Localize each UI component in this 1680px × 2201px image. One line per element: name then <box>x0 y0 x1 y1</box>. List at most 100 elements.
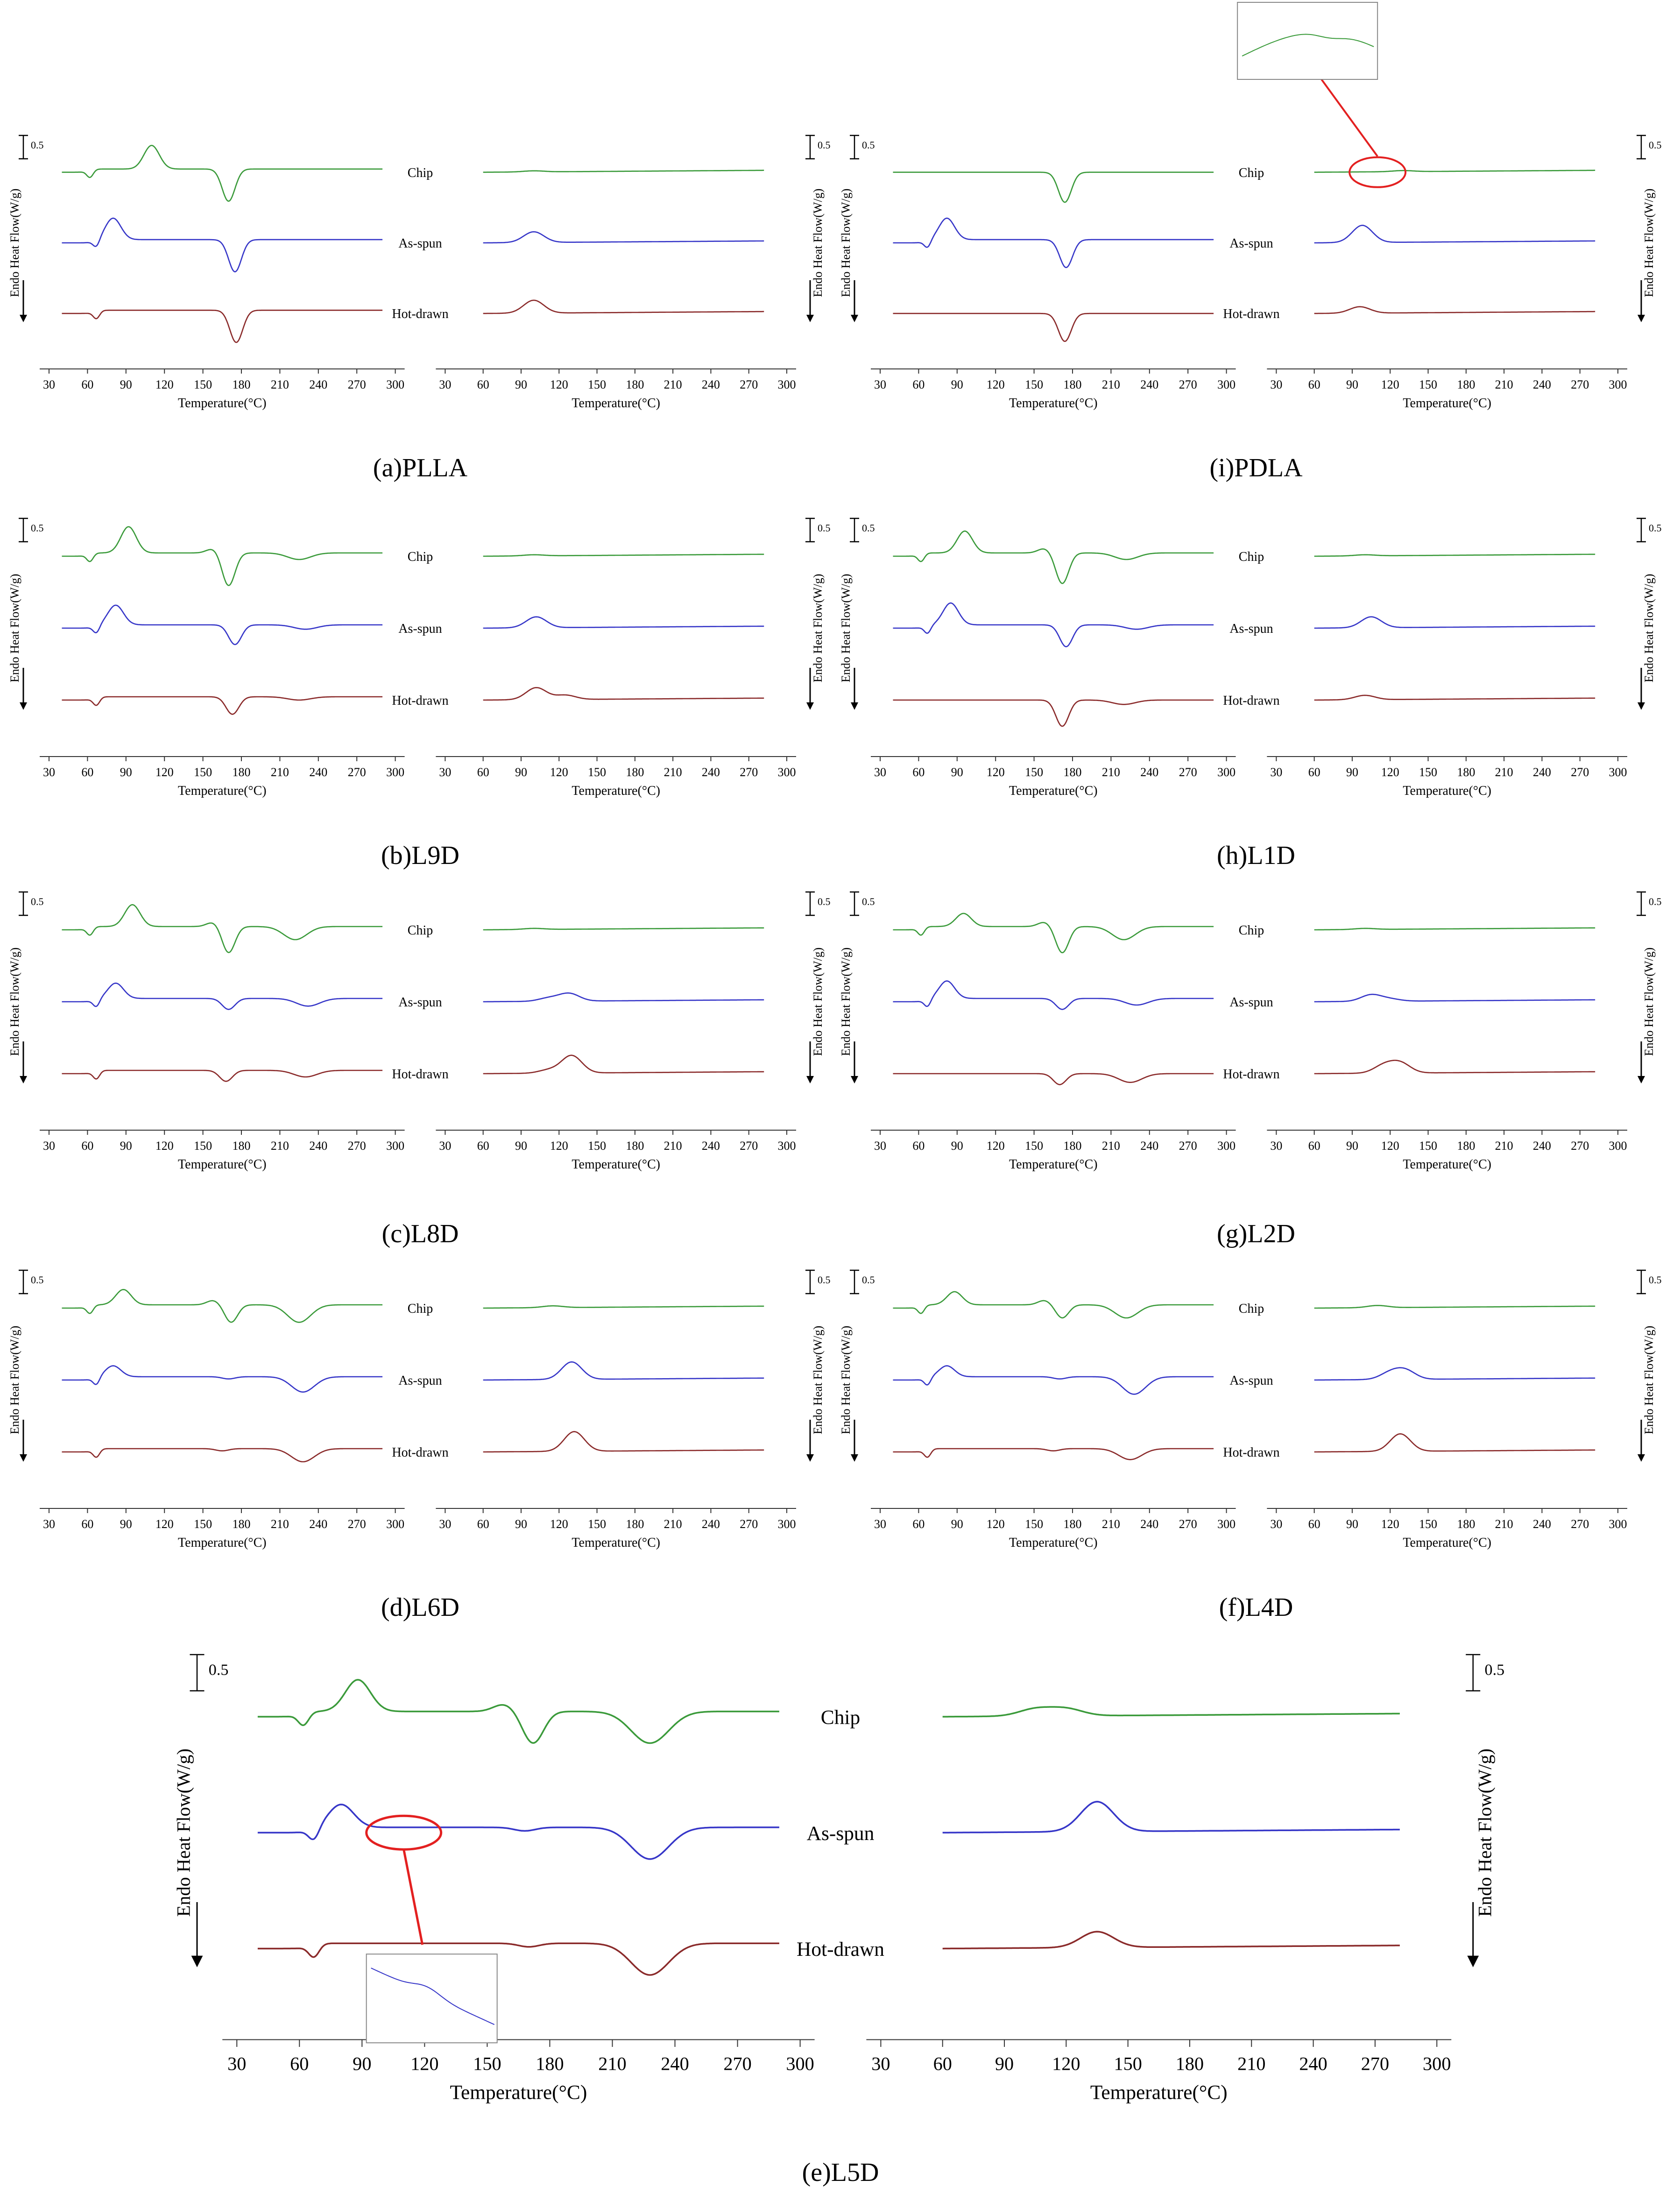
tick-label: 210 <box>664 378 682 391</box>
y-axis-label-left: Endo Heat Flow(W/g) <box>8 574 21 683</box>
panel-caption-c: (c)L8D <box>381 1219 459 1248</box>
cooling-curve-as-spun <box>1314 993 1595 1003</box>
dsc-panel-f: Chip As-spun Hot-drawn 30 60 90 120 150 180 210 24… <box>836 1242 1667 1578</box>
y-axis-label-left: Endo Heat Flow(W/g) <box>839 574 853 683</box>
tick-label: 300 <box>1609 765 1627 779</box>
tick-label: 270 <box>348 1139 366 1153</box>
tick-label: 60 <box>912 1139 925 1153</box>
dsc-svg-i: Chip As-spun Hot-drawn 30 60 90 120 150 180 210 24… <box>839 2 1662 410</box>
tick-label: 300 <box>1217 1517 1235 1531</box>
tick-label: 90 <box>120 378 132 391</box>
heating-curve-chip <box>62 904 383 953</box>
tick-label: 90 <box>515 765 527 779</box>
tick-label: 270 <box>1179 1517 1197 1531</box>
tick-label: 300 <box>386 378 404 391</box>
tick-label: 180 <box>233 1139 251 1153</box>
y-axis-label-right: Endo Heat Flow(W/g) <box>811 948 825 1056</box>
dsc-panel-e: Chip As-spun Hot-drawn 30 60 90 120 150 180 210 24… <box>168 1611 1513 2148</box>
tick-label: 210 <box>1237 2053 1265 2074</box>
tick-label: 90 <box>1346 1517 1358 1531</box>
tick-label: 180 <box>1176 2053 1204 2074</box>
panel-caption-b: (b)L9D <box>381 841 459 870</box>
endo-arrow-head-icon <box>851 1454 858 1462</box>
callout-ellipse <box>1348 156 1407 188</box>
tick-label: 210 <box>271 1517 289 1531</box>
heating-curve-chip <box>893 530 1214 584</box>
heating-curve-hot-drawn <box>893 1448 1214 1460</box>
series-label: As-spun <box>398 236 442 251</box>
cooling-curve-chip <box>942 1706 1400 1718</box>
tick-label: 180 <box>626 1139 644 1153</box>
series-label: Hot-drawn <box>392 694 448 708</box>
dsc-svg-f: Chip As-spun Hot-drawn 30 60 90 120 150 180 210 24… <box>839 1269 1662 1550</box>
series-label: Hot-drawn <box>1223 307 1279 321</box>
tick-label: 180 <box>1457 1517 1475 1531</box>
tick-label: 300 <box>1217 765 1235 779</box>
cooling-curve-hot-drawn <box>483 299 764 314</box>
heating-x-title: Temperature(°C) <box>1009 396 1098 410</box>
heating-x-title: Temperature(°C) <box>1009 1157 1098 1172</box>
heating-x-title: Temperature(°C) <box>1009 1536 1098 1550</box>
endo-arrow-head-icon <box>20 702 27 710</box>
cooling-curve-hot-drawn <box>1314 306 1595 314</box>
heating-x-title: Temperature(°C) <box>1009 784 1098 798</box>
tick-label: 60 <box>1308 1517 1320 1531</box>
tick-label: 90 <box>1346 1139 1358 1153</box>
tick-label: 270 <box>723 2053 751 2074</box>
cooling-curve-as-spun <box>483 231 764 244</box>
tick-label: 240 <box>661 2053 689 2074</box>
tick-label: 60 <box>477 1139 489 1153</box>
cooling-curve-chip <box>483 170 764 173</box>
heating-curve-chip <box>62 1288 383 1323</box>
tick-label: 210 <box>1495 1139 1513 1153</box>
tick-label: 60 <box>477 1517 489 1531</box>
tick-label: 60 <box>912 1517 925 1531</box>
tick-label: 240 <box>702 765 720 779</box>
scale-label: 0.5 <box>31 522 44 534</box>
tick-label: 60 <box>1308 765 1320 779</box>
scale-label: 0.5 <box>31 1274 44 1286</box>
tick-label: 270 <box>1571 765 1589 779</box>
endo-arrow-head-icon <box>851 315 858 322</box>
tick-label: 180 <box>233 765 251 779</box>
tick-label: 150 <box>1419 1139 1437 1153</box>
heating-curve-chip <box>893 171 1214 203</box>
panel-caption-f: (f)L4D <box>1219 1593 1293 1622</box>
tick-label: 60 <box>81 378 93 391</box>
tick-label: 150 <box>473 2053 501 2074</box>
tick-label: 300 <box>1609 1517 1627 1531</box>
series-label: As-spun <box>398 1373 442 1388</box>
tick-label: 90 <box>1346 378 1358 391</box>
tick-label: 30 <box>1270 378 1282 391</box>
heating-curve-as-spun <box>893 217 1214 269</box>
heating-x-title: Temperature(°C) <box>178 1157 267 1172</box>
tick-label: 270 <box>740 1139 758 1153</box>
cooling-x-title: Temperature(°C) <box>1403 784 1491 798</box>
tick-label: 120 <box>155 1139 174 1153</box>
dsc-panel-b: Chip As-spun Hot-drawn 30 60 90 120 150 180 210 24… <box>5 490 836 827</box>
cooling-x-title: Temperature(°C) <box>572 1157 660 1172</box>
y-axis-label-left: Endo Heat Flow(W/g) <box>839 948 853 1056</box>
cooling-curve-as-spun <box>942 1801 1400 1834</box>
tick-label: 30 <box>43 1139 55 1153</box>
y-axis-label-right: Endo Heat Flow(W/g) <box>811 1326 825 1435</box>
cooling-curve-as-spun <box>483 1361 764 1381</box>
tick-label: 210 <box>1495 378 1513 391</box>
tick-label: 150 <box>1419 765 1437 779</box>
y-axis-label-right: Endo Heat Flow(W/g) <box>1642 574 1656 683</box>
endo-arrow-head-icon <box>1638 702 1645 710</box>
endo-arrow-head-icon <box>20 1076 27 1083</box>
cooling-x-title: Temperature(°C) <box>572 396 660 410</box>
tick-label: 60 <box>290 2053 309 2074</box>
tick-label: 150 <box>1025 1517 1043 1531</box>
tick-label: 210 <box>1102 765 1120 779</box>
tick-label: 180 <box>626 765 644 779</box>
heating-curve-as-spun <box>893 602 1214 648</box>
cooling-curve-hot-drawn <box>483 687 764 701</box>
series-label: Hot-drawn <box>392 1067 448 1082</box>
tick-label: 90 <box>515 1139 527 1153</box>
series-label: Hot-drawn <box>797 1938 884 1960</box>
endo-arrow-head-icon <box>20 315 27 322</box>
tick-label: 150 <box>1419 378 1437 391</box>
tick-label: 30 <box>439 765 451 779</box>
